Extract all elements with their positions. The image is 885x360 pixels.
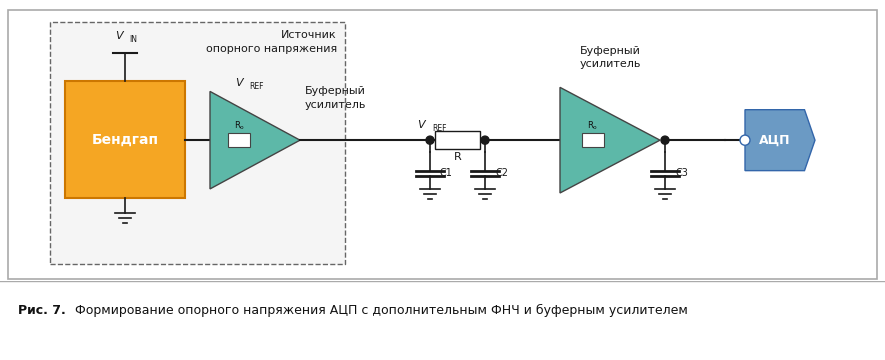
Circle shape bbox=[661, 136, 669, 144]
Text: R: R bbox=[454, 152, 461, 162]
Text: Источник
опорного напряжения: Источник опорного напряжения bbox=[205, 31, 337, 54]
Text: R$_\mathrm{o}$: R$_\mathrm{o}$ bbox=[587, 120, 598, 132]
Text: Рис. 7.: Рис. 7. bbox=[18, 304, 65, 317]
Text: C2: C2 bbox=[495, 168, 508, 178]
Text: REF: REF bbox=[249, 82, 264, 91]
Text: АЦП: АЦП bbox=[759, 134, 791, 147]
Circle shape bbox=[740, 135, 750, 145]
Text: IN: IN bbox=[129, 35, 137, 44]
FancyBboxPatch shape bbox=[65, 81, 185, 198]
Polygon shape bbox=[745, 110, 815, 171]
Polygon shape bbox=[560, 87, 660, 193]
Circle shape bbox=[481, 136, 489, 144]
FancyBboxPatch shape bbox=[581, 133, 604, 147]
Text: C1: C1 bbox=[440, 168, 453, 178]
Text: Буферный
усилитель: Буферный усилитель bbox=[580, 46, 641, 69]
Text: R$_\mathrm{o}$: R$_\mathrm{o}$ bbox=[234, 120, 245, 132]
Text: V: V bbox=[235, 78, 243, 88]
Text: V: V bbox=[115, 31, 123, 41]
Text: V: V bbox=[418, 120, 425, 130]
Text: Буферный
усилитель: Буферный усилитель bbox=[305, 86, 366, 109]
FancyBboxPatch shape bbox=[228, 133, 250, 147]
Text: REF: REF bbox=[432, 124, 447, 133]
Text: Бендгап: Бендгап bbox=[91, 133, 158, 147]
Circle shape bbox=[426, 136, 434, 144]
FancyBboxPatch shape bbox=[50, 22, 345, 264]
Polygon shape bbox=[210, 91, 300, 189]
Text: Формирование опорного напряжения АЦП с дополнительным ФНЧ и буферным усилителем: Формирование опорного напряжения АЦП с д… bbox=[75, 304, 688, 317]
FancyBboxPatch shape bbox=[435, 131, 480, 149]
FancyBboxPatch shape bbox=[8, 10, 877, 279]
Text: C3: C3 bbox=[675, 168, 688, 178]
